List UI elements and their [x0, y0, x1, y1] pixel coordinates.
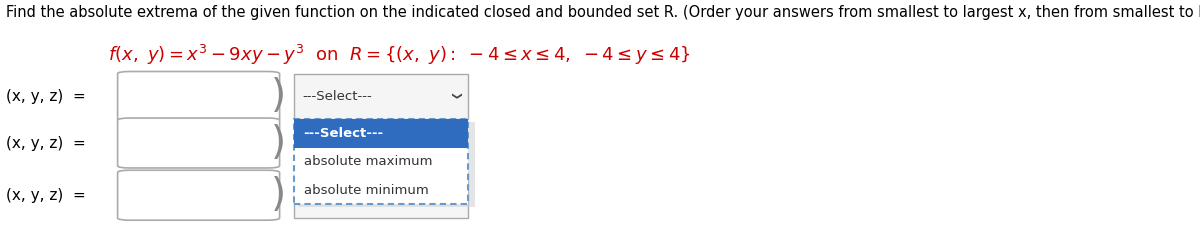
- Text: (x, y, z)  =: (x, y, z) =: [6, 188, 85, 203]
- FancyBboxPatch shape: [294, 119, 468, 204]
- Text: ): ): [271, 176, 287, 214]
- FancyBboxPatch shape: [294, 173, 468, 218]
- Text: (x, y, z)  =: (x, y, z) =: [6, 136, 85, 151]
- Text: ---Select---: ---Select---: [304, 127, 384, 140]
- Text: ): ): [271, 124, 287, 162]
- FancyBboxPatch shape: [294, 74, 468, 119]
- Text: ❯: ❯: [450, 191, 460, 199]
- Text: (: (: [114, 77, 130, 116]
- FancyBboxPatch shape: [118, 118, 280, 168]
- FancyBboxPatch shape: [294, 119, 468, 148]
- FancyBboxPatch shape: [118, 170, 280, 220]
- Text: ): ): [271, 77, 287, 116]
- Text: (x, y, z)  =: (x, y, z) =: [6, 89, 85, 104]
- Text: ---Select---: ---Select---: [302, 189, 372, 202]
- FancyBboxPatch shape: [298, 122, 475, 207]
- Text: (: (: [114, 176, 130, 214]
- Text: absolute maximum: absolute maximum: [304, 155, 432, 168]
- FancyBboxPatch shape: [118, 72, 280, 121]
- Text: Find the absolute extrema of the given function on the indicated closed and boun: Find the absolute extrema of the given f…: [6, 5, 1200, 20]
- Text: ---Select---: ---Select---: [302, 90, 372, 103]
- Text: (: (: [114, 124, 130, 162]
- Text: absolute minimum: absolute minimum: [304, 184, 428, 197]
- Text: $f(x,\ y) = x^3 - 9xy - y^3$$\ \ \mathrm{on}\ \ $$R = \{(x,\ y):\ -4 \leq x \leq: $f(x,\ y) = x^3 - 9xy - y^3$$\ \ \mathrm…: [108, 42, 691, 67]
- Text: ❯: ❯: [450, 92, 460, 101]
